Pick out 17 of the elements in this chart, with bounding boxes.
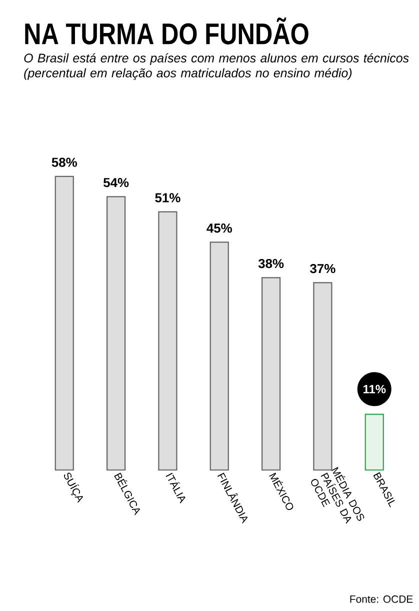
- data-label: 58%: [52, 158, 77, 167]
- bar: [364, 414, 384, 471]
- bar: [54, 176, 74, 471]
- data-label: 51%: [154, 193, 180, 202]
- source-note: Fonte: OCDE: [350, 595, 413, 603]
- bar: [106, 196, 126, 471]
- data-label: 11%: [363, 384, 386, 394]
- data-label: 37%: [310, 264, 336, 274]
- data-label: 45%: [206, 224, 232, 233]
- bar: [312, 282, 332, 471]
- data-label: 54%: [103, 178, 128, 188]
- chart-subtitle: O Brasil está entre os países com menos alunos em cursos técnicos (percentual em relação aos matriculados no ensino médio): [24, 53, 409, 80]
- bar: [261, 277, 280, 471]
- bar: [158, 211, 178, 471]
- bar: [210, 242, 229, 471]
- data-label: 38%: [258, 258, 284, 268]
- chart-title: NA TURMA DO FUNDÃO: [24, 18, 308, 44]
